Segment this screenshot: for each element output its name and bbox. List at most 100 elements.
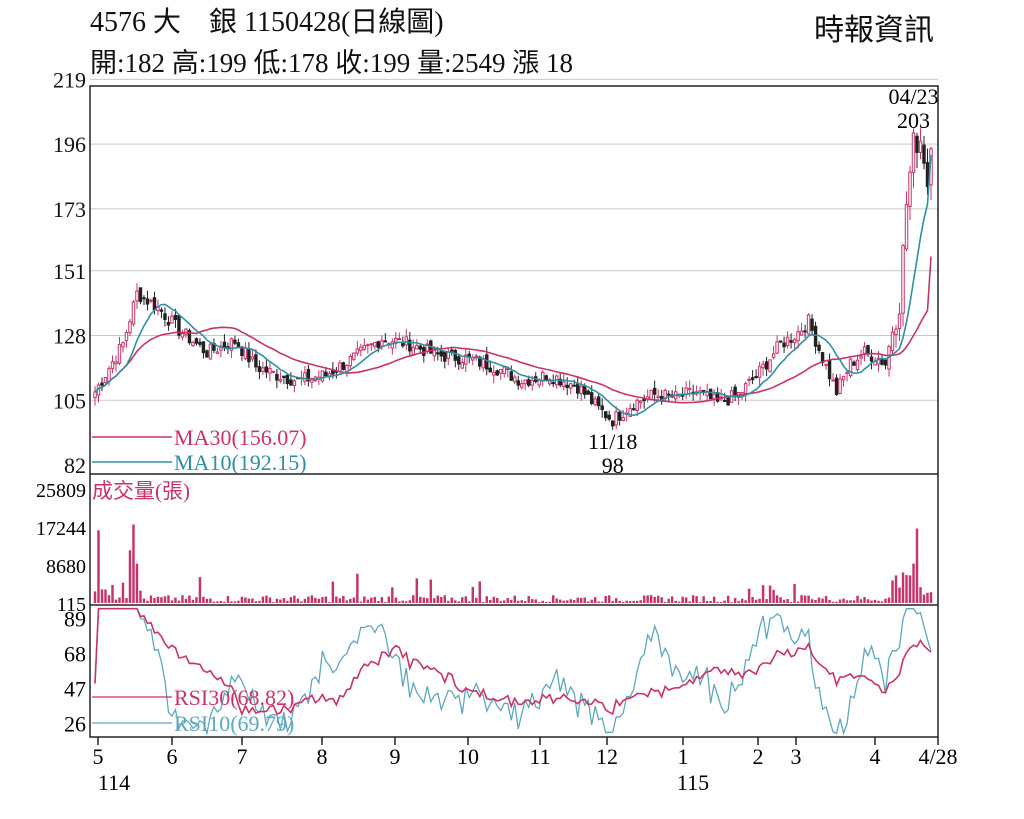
- volume-bar: [758, 598, 761, 603]
- volume-bar: [167, 595, 170, 603]
- volume-bar: [401, 600, 405, 603]
- candle-body: [492, 371, 496, 376]
- source-label: 時報資訊: [814, 14, 934, 47]
- candle-body: [582, 385, 587, 395]
- volume-bar: [163, 596, 167, 603]
- candle-body: [922, 144, 926, 164]
- candle-body: [166, 322, 171, 326]
- volume-bar: [520, 600, 523, 603]
- candle-body: [138, 287, 143, 303]
- volume-bar: [461, 597, 464, 603]
- candle-body: [191, 341, 195, 347]
- candle-body: [366, 344, 370, 347]
- volume-bar: [698, 602, 702, 603]
- price-tick-label: 82: [64, 453, 86, 478]
- candle-body: [163, 313, 167, 320]
- candle-body: [733, 386, 737, 396]
- volume-bar: [499, 601, 502, 603]
- candle-body: [243, 347, 248, 360]
- volume-bar: [856, 595, 859, 603]
- volume-bar: [740, 598, 744, 603]
- volume-bar: [478, 581, 481, 603]
- volume-bar: [684, 597, 688, 603]
- candle-body: [607, 414, 611, 420]
- volume-bar: [457, 601, 461, 603]
- volume-bar: [817, 597, 821, 603]
- volume-bar: [237, 600, 240, 603]
- candle-body: [757, 366, 762, 378]
- volume-bar: [314, 597, 317, 603]
- candle-body: [558, 378, 562, 386]
- volume-bar: [300, 601, 303, 603]
- candle-body: [261, 367, 265, 372]
- volume-bar: [670, 596, 674, 603]
- candle-body: [390, 341, 395, 349]
- volume-bar: [156, 596, 160, 603]
- volume-bar: [153, 597, 156, 603]
- candle-body: [687, 387, 692, 391]
- volume-bar: [139, 590, 142, 603]
- volume-bar: [558, 599, 562, 603]
- chart-title: 4576 大 銀 1150428(日線圖): [90, 7, 444, 38]
- candle-body: [834, 377, 839, 396]
- candle-body: [408, 339, 412, 352]
- volume-bar: [331, 581, 335, 603]
- candle-body: [415, 345, 419, 350]
- candle-body: [761, 363, 765, 369]
- volume-bar: [93, 591, 97, 603]
- candle-body: [310, 378, 314, 383]
- candle-body: [516, 380, 520, 386]
- candle-body: [359, 346, 363, 352]
- candle-body: [638, 400, 643, 404]
- candle-body: [561, 381, 566, 387]
- candle-body: [596, 396, 601, 407]
- candle-body: [271, 370, 276, 373]
- volume-bar: [915, 528, 919, 603]
- candle-body: [495, 370, 499, 376]
- candle-body: [747, 378, 751, 381]
- candle-body: [589, 392, 594, 404]
- candle-body: [600, 405, 604, 411]
- volume-bar: [712, 596, 716, 603]
- candle-body: [460, 362, 465, 369]
- candle-body: [810, 318, 814, 331]
- volume-bar: [398, 601, 401, 603]
- candle-body: [726, 396, 730, 406]
- volume-bar: [118, 597, 121, 603]
- candle-body: [159, 309, 164, 312]
- volume-bar: [286, 600, 289, 603]
- candle-body: [743, 383, 748, 394]
- candle-body: [247, 348, 251, 363]
- volume-bar: [852, 600, 856, 603]
- candle-body: [701, 389, 706, 393]
- candle-body: [593, 398, 597, 406]
- candle-body: [145, 298, 150, 305]
- candle-body: [845, 371, 849, 374]
- volume-bar: [293, 595, 296, 603]
- price-tick-label: 196: [53, 132, 86, 157]
- candle-body: [303, 372, 307, 382]
- volume-bar: [775, 595, 779, 603]
- candle-body: [254, 354, 258, 368]
- volume-bar: [142, 598, 146, 603]
- volume-bar: [170, 600, 174, 603]
- volume-bar: [845, 600, 849, 603]
- volume-bar: [754, 599, 758, 603]
- year-label: 114: [98, 770, 130, 795]
- candle-body: [499, 368, 503, 374]
- volume-bar: [433, 598, 436, 603]
- candle-body: [233, 339, 237, 344]
- volume-bar: [737, 601, 740, 603]
- candle-body: [464, 354, 468, 365]
- candle-body: [474, 355, 478, 358]
- volume-bar: [877, 600, 880, 603]
- volume-bar: [321, 597, 324, 603]
- candle-body: [656, 395, 660, 399]
- volume-bar: [569, 599, 572, 603]
- candle-body: [282, 375, 286, 378]
- candle-body: [173, 314, 178, 321]
- candle-body: [250, 356, 255, 360]
- candle-body: [775, 341, 779, 354]
- ohlc-stats: 開:182 高:199 低:178 收:199 量:2549 漲 18: [90, 48, 574, 78]
